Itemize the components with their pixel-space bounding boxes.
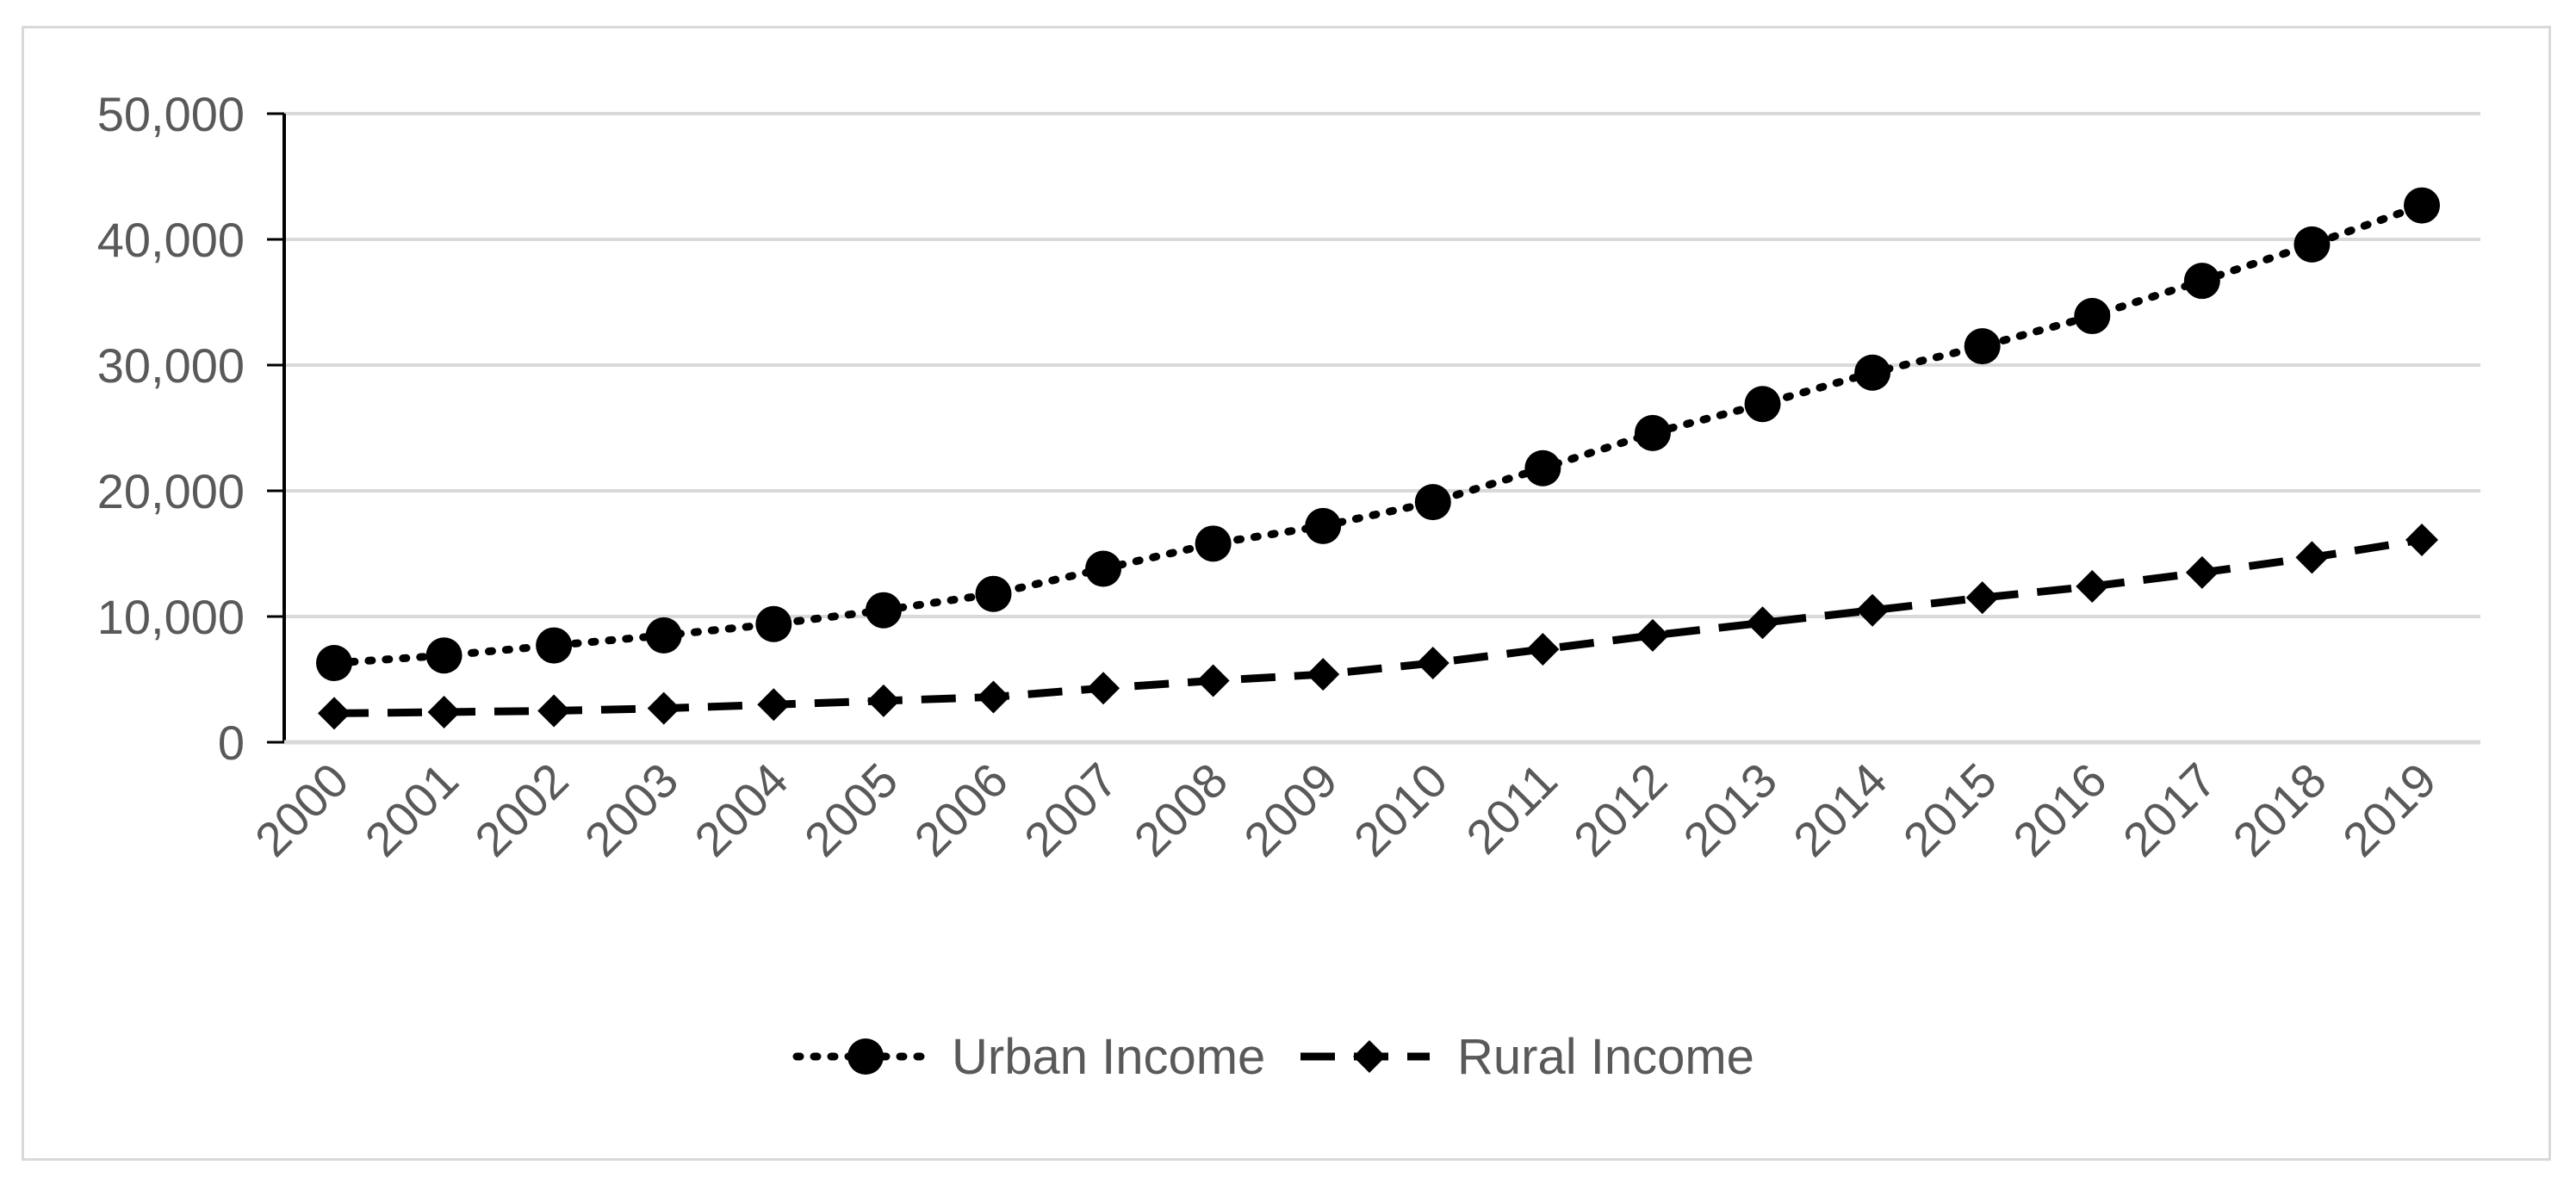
data-point (1305, 507, 1342, 544)
x-tick-label: 2014 (1783, 753, 1897, 867)
x-tick-label: 2008 (1123, 753, 1238, 867)
data-point (2076, 569, 2109, 603)
x-tick-label: 2018 (2222, 753, 2337, 867)
chart-frame (22, 26, 2551, 1161)
x-tick-label: 2005 (794, 753, 909, 867)
data-point (1196, 664, 1230, 697)
data-point (1746, 606, 1779, 640)
data-point (316, 645, 352, 682)
x-tick-label: 2001 (354, 753, 469, 867)
data-point (1195, 525, 1232, 562)
data-point (536, 627, 573, 664)
data-point (1636, 618, 1669, 652)
x-tick-label: 2015 (1893, 753, 2008, 867)
series-line (330, 201, 2426, 667)
y-tick-label: 40,000 (97, 213, 245, 267)
series-rural-income (318, 523, 2438, 730)
x-tick-label: 2017 (2113, 753, 2227, 867)
data-point (1087, 672, 1120, 705)
y-tick-label: 20,000 (97, 464, 245, 518)
data-point (2183, 263, 2220, 300)
data-point (2405, 523, 2438, 556)
data-point (2404, 187, 2440, 224)
legend-label: Urban Income (952, 1029, 1265, 1085)
data-point (1524, 449, 1561, 487)
y-axis: 0 10,000 20,000 30,000 40,000 50,000 (97, 87, 286, 770)
y-tick-label: 0 (218, 716, 245, 770)
legend: Urban Income Rural Income (792, 1029, 1754, 1085)
data-point (427, 695, 461, 728)
data-point (425, 637, 462, 674)
data-point (1744, 386, 1781, 423)
data-point (2294, 226, 2331, 263)
data-point (1634, 414, 1671, 451)
x-tick-label: 2003 (574, 753, 689, 867)
series-urban-income (316, 187, 2440, 682)
legend-item-rural-income: Rural Income (1300, 1029, 1754, 1085)
data-point (1854, 354, 1891, 391)
data-point (1416, 647, 1449, 680)
data-point (755, 605, 792, 642)
y-tick-label: 30,000 (97, 338, 245, 393)
x-tick-label: 2002 (464, 753, 579, 867)
data-point (1964, 328, 2001, 365)
y-tick-label: 10,000 (97, 590, 245, 644)
data-point (1085, 550, 1122, 587)
x-tick-label: 2004 (684, 753, 798, 867)
data-point (1414, 484, 1451, 521)
legend-label: Rural Income (1457, 1029, 1754, 1085)
data-point (2074, 298, 2111, 335)
x-tick-label: 2006 (903, 753, 1018, 867)
x-tick-label: 2016 (2002, 753, 2117, 867)
x-tick-label: 2010 (1344, 753, 1458, 867)
data-point (2295, 541, 2329, 574)
data-point (865, 592, 902, 629)
x-tick-label: 2007 (1014, 753, 1128, 867)
data-point (975, 575, 1012, 612)
data-point (1307, 658, 1340, 691)
data-point (1856, 593, 1890, 627)
x-tick-label: 2019 (2332, 753, 2447, 867)
data-point (318, 697, 351, 730)
y-tick-label: 50,000 (97, 87, 245, 141)
series-layer (316, 187, 2440, 730)
legend-item-urban-income: Urban Income (792, 1029, 1265, 1085)
x-axis: 2000200120022003200420052006200720082009… (245, 740, 2480, 867)
x-tick-label: 2011 (1456, 753, 1567, 865)
series-line (333, 536, 2423, 717)
x-tick-label: 2009 (1233, 753, 1348, 867)
data-point (757, 688, 791, 722)
x-tick-label: 2012 (1563, 753, 1678, 867)
data-point (2185, 555, 2219, 589)
legend-circle-marker (847, 1038, 884, 1075)
legend-diamond-marker (1353, 1040, 1386, 1073)
x-tick-label: 2000 (245, 753, 359, 867)
data-point (645, 617, 682, 654)
data-point (1526, 632, 1560, 666)
data-point (1965, 581, 1999, 615)
data-point (866, 684, 900, 717)
x-tick-label: 2013 (1673, 753, 1787, 867)
data-point (537, 694, 571, 728)
data-point (977, 680, 1010, 714)
data-point (647, 691, 680, 725)
gridlines (284, 112, 2480, 618)
